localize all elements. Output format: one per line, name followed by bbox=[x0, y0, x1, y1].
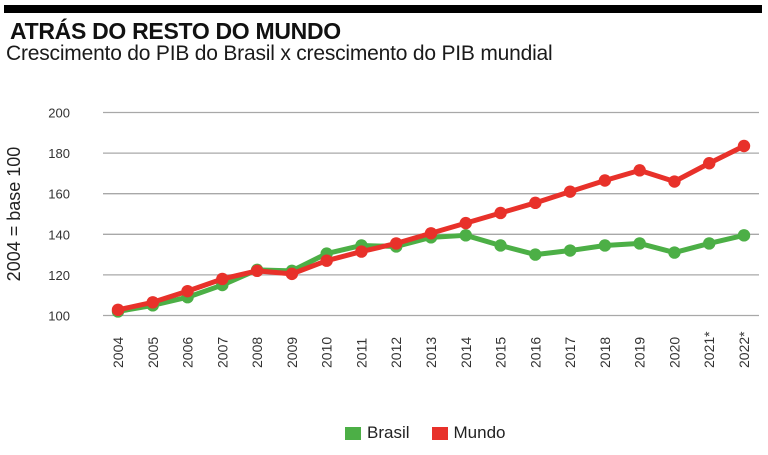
x-tick-label: 2013 bbox=[423, 337, 439, 368]
data-point-mundo bbox=[459, 216, 472, 230]
x-tick-label: 2014 bbox=[458, 337, 474, 368]
header-rule bbox=[4, 5, 762, 13]
legend-item-brasil: Brasil bbox=[345, 423, 410, 443]
data-point-mundo bbox=[494, 206, 507, 220]
y-tick-label: 120 bbox=[48, 268, 70, 283]
x-tick-label: 2005 bbox=[145, 337, 161, 368]
x-tick-label: 2020 bbox=[666, 337, 682, 368]
data-point-mundo bbox=[355, 245, 368, 258]
gridlines bbox=[103, 111, 759, 317]
data-point-mundo bbox=[285, 267, 299, 281]
data-point-brasil bbox=[529, 248, 542, 261]
data-point-mundo bbox=[633, 164, 646, 177]
data-point-mundo bbox=[737, 139, 751, 153]
x-tick-label: 2018 bbox=[597, 337, 613, 368]
y-tick-label: 180 bbox=[48, 146, 70, 161]
data-point-mundo bbox=[668, 175, 681, 188]
data-point-brasil bbox=[633, 237, 646, 250]
y-tick-labels: 100 120 140 160 180 200 bbox=[48, 106, 70, 324]
data-point-brasil bbox=[668, 246, 681, 259]
legend: Brasil Mundo bbox=[345, 423, 528, 443]
series-brasil bbox=[111, 229, 751, 318]
y-tick-label: 140 bbox=[48, 227, 70, 242]
x-tick-labels: 2004 2005 2006 2007 2008 2009 2010 2011 2012 2013… bbox=[110, 331, 752, 368]
data-point-brasil bbox=[703, 237, 716, 250]
data-point-mundo bbox=[598, 174, 612, 187]
data-point-mundo bbox=[146, 296, 159, 309]
data-point-mundo bbox=[216, 272, 229, 286]
x-tick-label: 2016 bbox=[527, 337, 543, 368]
data-point-brasil bbox=[459, 229, 472, 242]
series-group bbox=[111, 139, 751, 318]
x-tick-label: 2011 bbox=[353, 338, 369, 368]
chart-title: ATRÁS DO RESTO DO MUNDO bbox=[10, 18, 341, 44]
data-point-brasil bbox=[494, 239, 507, 252]
series-line-brasil bbox=[115, 232, 747, 314]
data-point-mundo bbox=[563, 185, 577, 198]
x-tick-label: 2009 bbox=[284, 337, 300, 368]
y-axis-label: 2004 = base 100 bbox=[4, 147, 24, 282]
data-point-mundo bbox=[703, 157, 716, 170]
x-tick-label: 2021* bbox=[701, 331, 717, 368]
data-point-brasil bbox=[563, 244, 577, 257]
x-tick-label: 2010 bbox=[319, 337, 335, 368]
y-tick-label: 200 bbox=[48, 106, 70, 121]
chart-subtitle: Crescimento do PIB do Brasil x crescimen… bbox=[6, 42, 553, 65]
x-tick-label: 2007 bbox=[214, 337, 230, 368]
data-point-mundo bbox=[181, 284, 194, 298]
legend-label-mundo: Mundo bbox=[453, 423, 506, 442]
x-tick-label: 2006 bbox=[180, 337, 196, 368]
legend-swatch-mundo bbox=[431, 426, 448, 440]
x-tick-label: 2004 bbox=[110, 337, 126, 368]
y-tick-label: 160 bbox=[48, 187, 70, 202]
x-tick-label: 2017 bbox=[562, 337, 578, 368]
y-tick-label: 100 bbox=[48, 309, 70, 324]
x-tick-label: 2012 bbox=[388, 337, 404, 368]
data-point-mundo bbox=[424, 227, 438, 240]
x-tick-label: 2015 bbox=[493, 337, 509, 368]
data-point-mundo bbox=[111, 303, 125, 317]
x-tick-label: 2008 bbox=[249, 337, 265, 368]
data-point-mundo bbox=[320, 254, 333, 267]
series-mundo bbox=[111, 139, 751, 317]
data-point-mundo bbox=[390, 237, 403, 250]
legend-item-mundo: Mundo bbox=[431, 423, 506, 443]
legend-label-brasil: Brasil bbox=[367, 423, 410, 442]
legend-swatch-brasil bbox=[345, 426, 361, 440]
data-point-mundo bbox=[529, 196, 542, 210]
data-point-mundo bbox=[250, 264, 264, 278]
x-tick-label: 2022* bbox=[736, 331, 752, 368]
x-tick-label: 2019 bbox=[632, 337, 648, 368]
data-point-brasil bbox=[737, 229, 751, 242]
data-point-brasil bbox=[598, 239, 612, 252]
